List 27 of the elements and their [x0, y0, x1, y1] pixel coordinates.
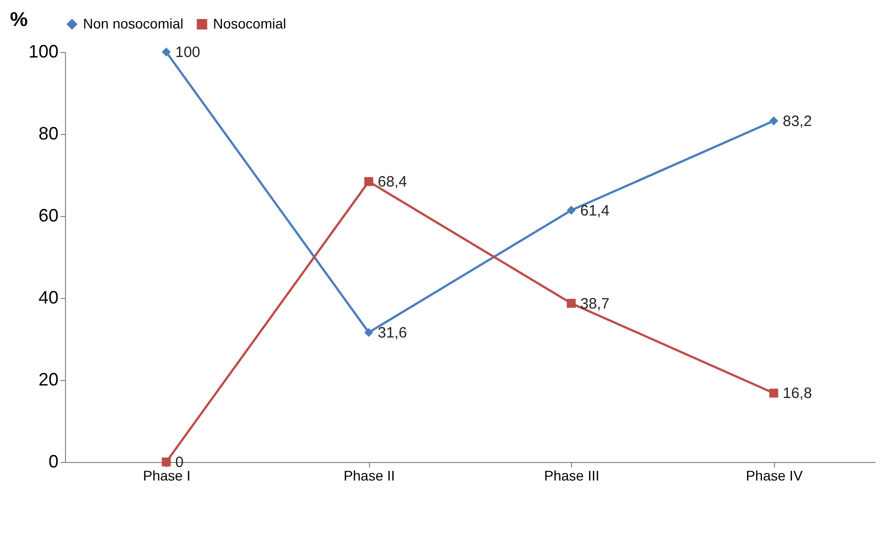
y-tick-label: 0	[48, 452, 58, 472]
x-tick-label: Phase II	[344, 468, 395, 484]
data-label: 100	[175, 44, 200, 61]
point	[566, 206, 576, 215]
y-tick-label: 40	[38, 288, 58, 308]
y-tick-label: 100	[28, 42, 58, 62]
data-label: 61,4	[580, 202, 610, 220]
data-label: 16,8	[782, 385, 812, 402]
data-label: 83,2	[782, 112, 812, 130]
y-tick-label: 80	[38, 124, 58, 144]
legend-label: Non nosocomial	[83, 15, 184, 32]
data-label: 31,6	[378, 324, 407, 342]
point	[162, 458, 171, 466]
point	[162, 48, 171, 56]
legend-label: Nosocomial	[213, 15, 286, 32]
y-tick-label: 20	[38, 370, 58, 390]
point	[566, 298, 576, 308]
y-axis-title: %	[10, 9, 28, 31]
point	[769, 116, 778, 126]
point	[769, 388, 778, 398]
x-tick-label: Phase III	[544, 468, 600, 484]
data-label: 68,4	[378, 174, 407, 191]
data-label: 38,7	[580, 295, 610, 312]
y-tick-label: 60	[38, 206, 58, 226]
point	[364, 177, 374, 186]
point	[364, 328, 374, 337]
x-tick-label: Phase IV	[746, 468, 804, 484]
